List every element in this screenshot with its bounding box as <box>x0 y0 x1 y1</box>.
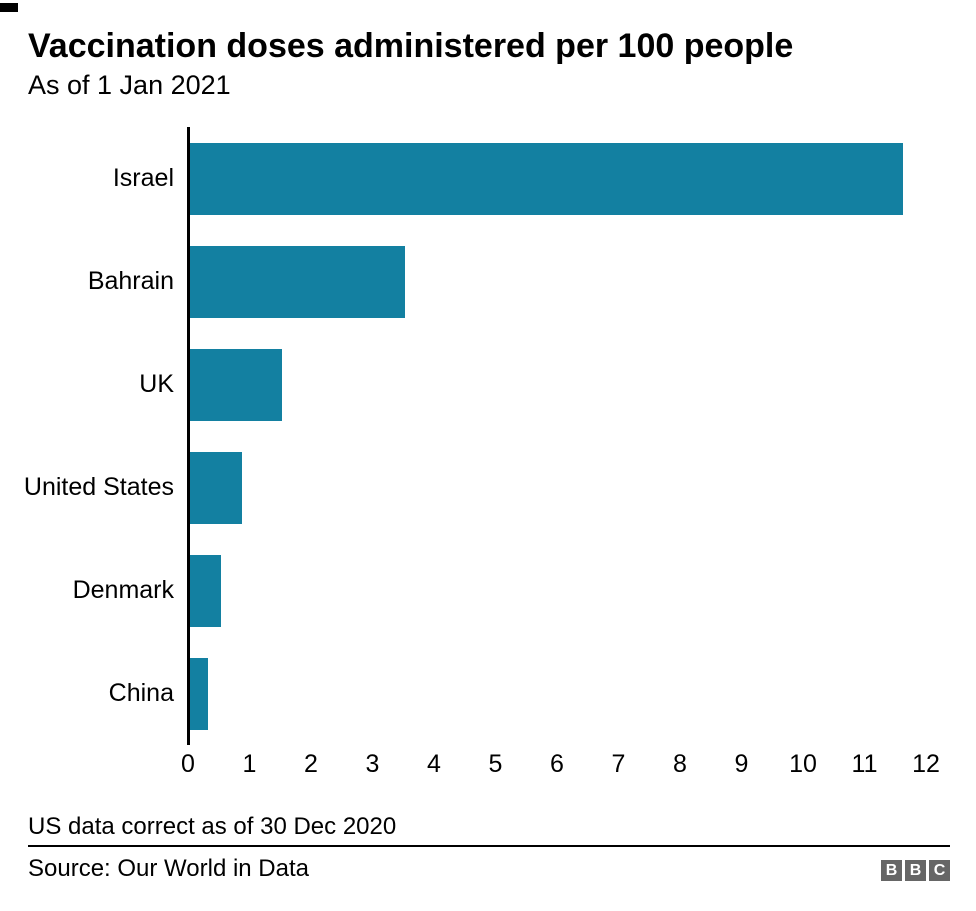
bar <box>190 657 209 730</box>
bar-area <box>190 657 928 730</box>
x-tick-label: 5 <box>488 750 503 778</box>
bar <box>190 348 283 421</box>
x-tick-label: 4 <box>427 750 441 778</box>
y-axis-line <box>187 127 190 745</box>
category-label: Denmark <box>72 576 174 604</box>
x-tick-label: 9 <box>734 750 749 778</box>
x-tick-label: 11 <box>851 750 878 778</box>
chart-rows: Israel Bahrain UK United States Denmark China <box>0 127 976 745</box>
x-tick-label: 2 <box>304 750 318 778</box>
bar-area <box>190 245 928 318</box>
x-axis-ticks: 0 1 2 3 4 5 6 7 8 9 10 11 12 <box>181 750 940 780</box>
chart-subtitle: As of 1 Jan 2021 <box>28 70 231 100</box>
x-tick-label: 6 <box>550 750 564 778</box>
bar-area <box>190 451 928 524</box>
source-text: Source: Our World in Data <box>28 855 310 882</box>
bbc-logo-block: B <box>905 860 926 881</box>
bar-area <box>190 554 928 627</box>
chart-row: United States <box>0 436 976 539</box>
chart-row: Israel <box>0 127 976 230</box>
bar-chart: Israel Bahrain UK United States Denmark China <box>0 127 976 745</box>
bar-area <box>190 142 928 215</box>
bar <box>190 142 904 215</box>
bbc-logo-block: B <box>881 860 902 881</box>
x-tick-label: 10 <box>789 750 817 778</box>
category-label: Israel <box>112 164 174 192</box>
category-label: United States <box>23 473 174 501</box>
x-tick-label: 1 <box>242 750 257 778</box>
category-label: Bahrain <box>87 267 174 295</box>
bar <box>190 451 243 524</box>
x-tick-label: 7 <box>611 750 626 778</box>
x-tick-label: 8 <box>673 750 687 778</box>
category-label: UK <box>139 370 174 398</box>
bbc-logo-block: C <box>929 860 950 881</box>
x-tick-label: 3 <box>365 750 380 778</box>
bar <box>190 245 406 318</box>
footnote: US data correct as of 30 Dec 2020 <box>28 813 397 840</box>
chart-row: China <box>0 642 976 745</box>
chart-title: Vaccination doses administered per 100 p… <box>28 27 794 65</box>
corner-mark <box>0 3 18 12</box>
chart-row: UK <box>0 333 976 436</box>
chart-row: Bahrain <box>0 230 976 333</box>
category-label: China <box>108 679 174 707</box>
x-tick-label: 0 <box>181 750 195 778</box>
x-tick-label: 12 <box>912 750 940 778</box>
bar <box>190 554 221 627</box>
chart-row: Denmark <box>0 539 976 642</box>
divider-line <box>28 845 950 847</box>
bar-area <box>190 348 928 421</box>
